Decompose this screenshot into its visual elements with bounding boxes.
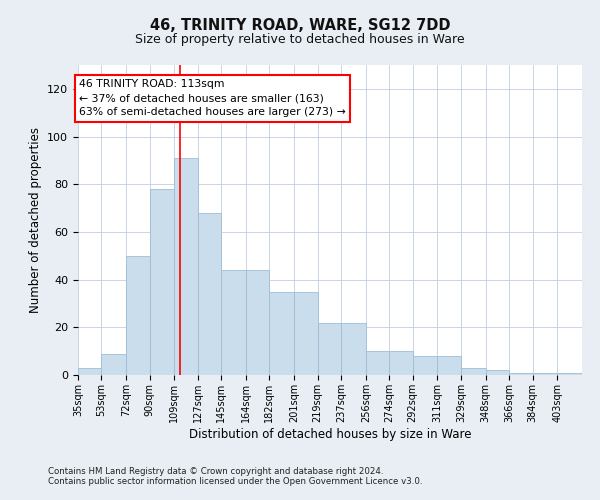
Bar — [366, 351, 389, 375]
Bar — [317, 322, 341, 375]
Bar — [221, 270, 246, 375]
Text: Contains public sector information licensed under the Open Government Licence v3: Contains public sector information licen… — [48, 477, 422, 486]
Bar — [413, 356, 437, 375]
Text: Contains HM Land Registry data © Crown copyright and database right 2024.: Contains HM Land Registry data © Crown c… — [48, 467, 383, 476]
Bar — [78, 368, 101, 375]
Bar — [557, 372, 582, 375]
Bar — [126, 256, 149, 375]
Bar — [485, 370, 509, 375]
X-axis label: Distribution of detached houses by size in Ware: Distribution of detached houses by size … — [189, 428, 471, 440]
Y-axis label: Number of detached properties: Number of detached properties — [29, 127, 41, 313]
Bar — [198, 213, 221, 375]
Bar — [389, 351, 413, 375]
Bar — [149, 189, 175, 375]
Bar — [509, 372, 533, 375]
Bar — [269, 292, 294, 375]
Bar — [437, 356, 461, 375]
Text: Size of property relative to detached houses in Ware: Size of property relative to detached ho… — [135, 32, 465, 46]
Bar — [101, 354, 126, 375]
Text: 46, TRINITY ROAD, WARE, SG12 7DD: 46, TRINITY ROAD, WARE, SG12 7DD — [150, 18, 450, 32]
Bar — [175, 158, 198, 375]
Text: 46 TRINITY ROAD: 113sqm
← 37% of detached houses are smaller (163)
63% of semi-d: 46 TRINITY ROAD: 113sqm ← 37% of detache… — [79, 80, 346, 118]
Bar — [246, 270, 269, 375]
Bar — [533, 372, 557, 375]
Bar — [341, 322, 366, 375]
Bar — [461, 368, 485, 375]
Bar — [294, 292, 317, 375]
